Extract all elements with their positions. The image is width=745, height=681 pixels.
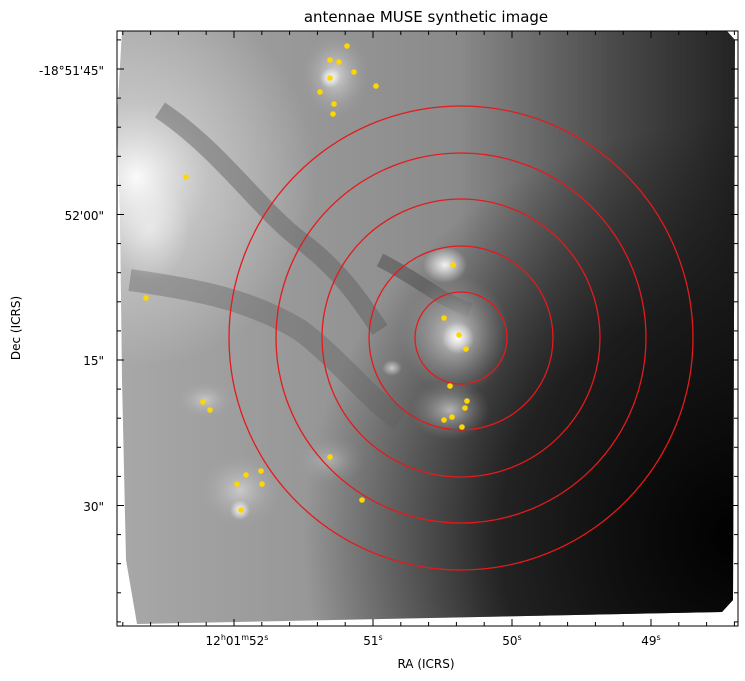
ring-3 — [321, 198, 601, 478]
ring-1 — [414, 291, 508, 385]
galaxy-image — [117, 31, 735, 624]
ra-tick-label-3: 50s — [502, 633, 521, 648]
x-axis-label: RA (ICRS) — [397, 657, 454, 671]
dec-tick-label-1: -18°51'45" — [39, 64, 104, 78]
ra-tick-label-2: 51s — [363, 633, 382, 648]
dec-tick-label-2: 52'00" — [65, 209, 104, 223]
ring-5 — [228, 105, 694, 571]
aperture-rings — [228, 105, 694, 571]
dec-tick-label-4: 30" — [83, 500, 104, 514]
dec-tick-label-3: 15" — [83, 354, 104, 368]
ra-tick-label-1: 12h01m52s — [206, 633, 269, 648]
plot-title: antennae MUSE synthetic image — [304, 8, 548, 26]
ring-2 — [368, 245, 554, 431]
y-axis-label: Dec (ICRS) — [9, 296, 23, 360]
ring-4 — [275, 152, 647, 524]
ra-tick-label-4: 49s — [641, 633, 660, 648]
source-markers — [143, 43, 470, 513]
axes-frame — [116, 30, 739, 627]
ticks — [117, 31, 738, 626]
